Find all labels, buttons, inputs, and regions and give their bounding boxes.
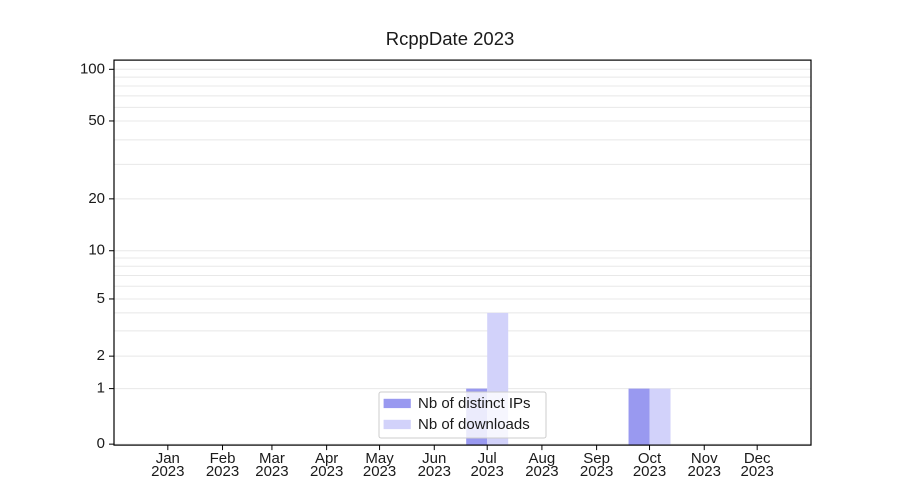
svg-text:2023: 2023 [633,463,666,480]
svg-text:1: 1 [97,380,105,397]
svg-text:2023: 2023 [255,463,288,480]
svg-text:2023: 2023 [525,463,558,480]
svg-text:Nb of distinct IPs: Nb of distinct IPs [418,395,531,412]
svg-text:2023: 2023 [206,463,239,480]
svg-text:2: 2 [97,347,105,364]
svg-text:20: 20 [88,190,105,207]
svg-text:2023: 2023 [740,463,773,480]
svg-text:2023: 2023 [471,463,504,480]
svg-text:2023: 2023 [310,463,343,480]
svg-text:2023: 2023 [151,463,184,480]
svg-text:10: 10 [88,242,105,259]
svg-text:2023: 2023 [688,463,721,480]
svg-text:2023: 2023 [418,463,451,480]
svg-text:5: 5 [97,290,105,307]
svg-text:2023: 2023 [580,463,613,480]
svg-text:Nb of downloads: Nb of downloads [418,416,530,433]
svg-text:50: 50 [88,112,105,129]
svg-text:100: 100 [80,60,105,77]
svg-text:2023: 2023 [363,463,396,480]
svg-text:RcppDate 2023: RcppDate 2023 [386,28,515,49]
svg-text:0: 0 [97,435,105,452]
